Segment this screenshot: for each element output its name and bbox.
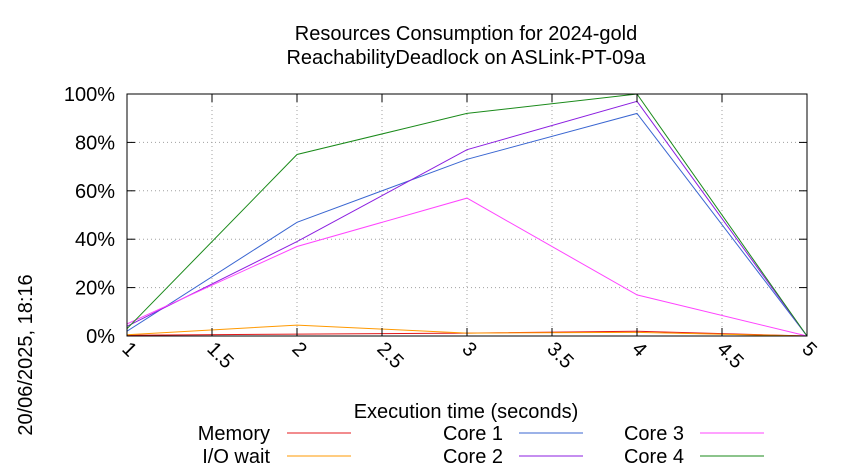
legend-label: Core 2 xyxy=(443,446,503,468)
x-tick-label: 2.5 xyxy=(372,338,407,373)
x-tick-label: 1.5 xyxy=(202,338,237,373)
x-axis-label: Execution time (seconds) xyxy=(354,401,579,423)
x-tick-label: 5 xyxy=(797,338,820,361)
series-line-core-1 xyxy=(126,112,808,337)
y-tick-label: 0% xyxy=(86,326,115,348)
y-tick-label: 100% xyxy=(64,84,115,106)
timestamp-label: 20/06/2025, 18:16 xyxy=(15,274,37,435)
chart-title-line1: Resources Consumption for 2024-gold xyxy=(295,23,637,45)
x-tick-label: 3 xyxy=(457,338,480,361)
y-tick-label: 60% xyxy=(75,181,115,203)
y-tick-labels: 0% 20% 40% 60% 80% 100% xyxy=(64,84,115,348)
series-line-core-3 xyxy=(126,197,808,337)
y-tick-label: 40% xyxy=(75,229,115,251)
x-tick-label: 3.5 xyxy=(542,338,577,373)
legend-label: Core 3 xyxy=(624,423,684,445)
series-line-core-2 xyxy=(126,100,808,337)
grid-lines xyxy=(127,94,807,336)
tick-marks xyxy=(126,93,808,337)
x-tick-label: 4.5 xyxy=(712,338,747,373)
legend-label: Core 4 xyxy=(624,446,684,468)
legend-label: Core 1 xyxy=(443,423,503,445)
x-tick-labels: 1 1.5 2 2.5 3 3.5 4 4.5 5 xyxy=(117,338,820,373)
chart-title-line2: ReachabilityDeadlock on ASLink-PT-09a xyxy=(286,47,646,69)
x-tick-label: 2 xyxy=(287,338,310,361)
legend-label: Memory xyxy=(198,423,270,445)
legend-label: I/O wait xyxy=(202,446,270,468)
x-tick-label: 1 xyxy=(117,338,140,361)
series-line-core-4 xyxy=(126,93,808,337)
y-tick-label: 20% xyxy=(75,278,115,300)
y-tick-label: 80% xyxy=(75,132,115,154)
x-tick-label: 4 xyxy=(627,338,650,361)
